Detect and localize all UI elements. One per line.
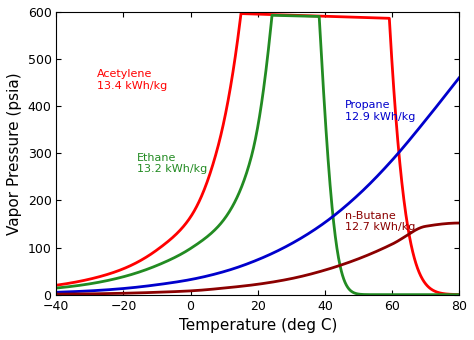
Text: Ethane
13.2 kWh/kg: Ethane 13.2 kWh/kg: [137, 153, 207, 174]
Text: Propane
12.9 kWh/kg: Propane 12.9 kWh/kg: [345, 100, 415, 122]
Y-axis label: Vapor Pressure (psia): Vapor Pressure (psia): [7, 72, 22, 235]
X-axis label: Temperature (deg C): Temperature (deg C): [179, 318, 337, 333]
Text: Acetylene
13.4 kWh/kg: Acetylene 13.4 kWh/kg: [97, 69, 167, 91]
Text: n-Butane
12.7 kWh/kg: n-Butane 12.7 kWh/kg: [345, 211, 415, 233]
